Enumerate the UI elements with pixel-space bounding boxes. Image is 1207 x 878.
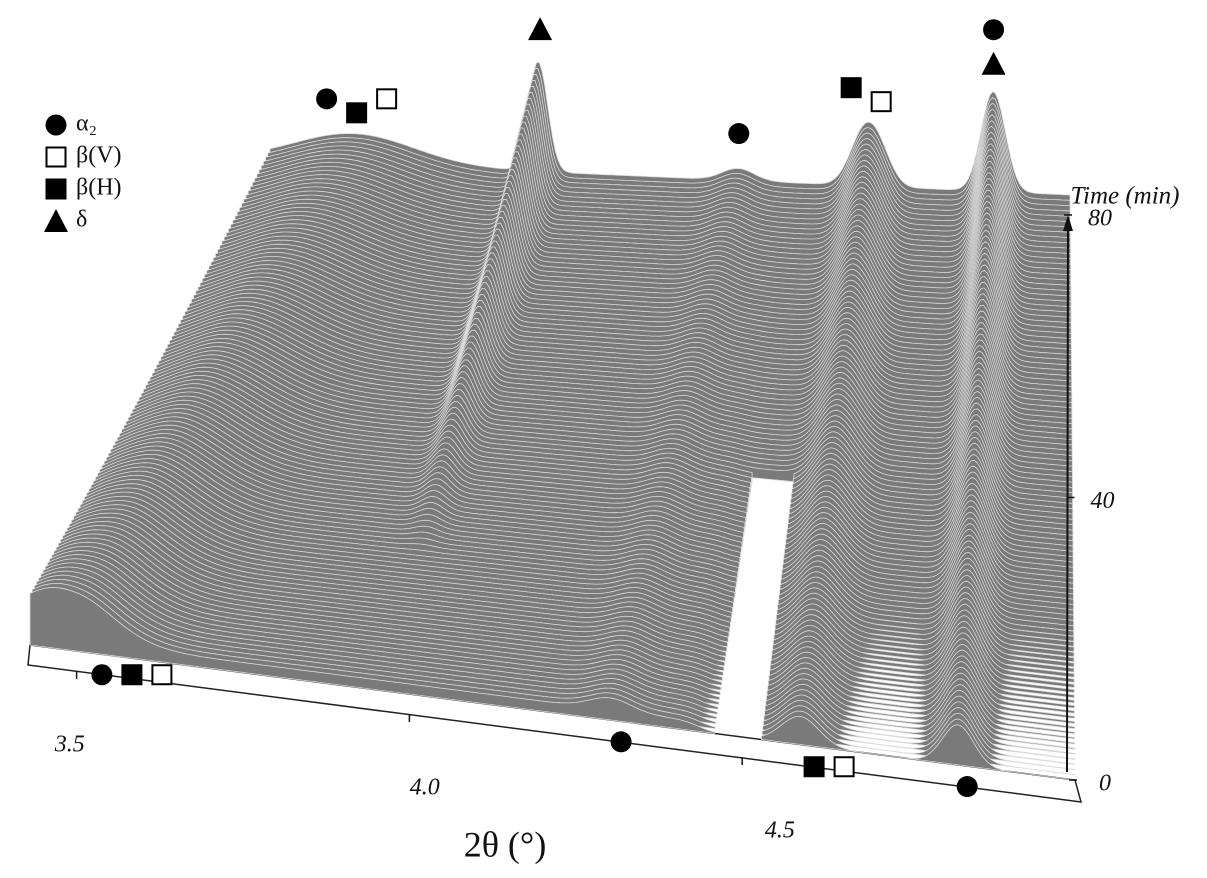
marker-open-square bbox=[833, 756, 855, 778]
time-axis-arrow bbox=[1063, 215, 1073, 231]
marker-open-square bbox=[45, 146, 67, 168]
marker-open-square bbox=[376, 88, 398, 110]
surface-trace bbox=[781, 534, 1074, 611]
surface-trace bbox=[29, 587, 715, 734]
surface-trace bbox=[787, 483, 1074, 565]
marker-open-square bbox=[151, 664, 173, 686]
surface bbox=[29, 61, 1076, 781]
legend-label: α₂ bbox=[76, 111, 97, 137]
surface-trace bbox=[784, 511, 1074, 591]
surface-trace bbox=[761, 716, 1076, 781]
legend-label: β(H) bbox=[76, 175, 122, 201]
marker-circle bbox=[91, 664, 113, 686]
surface-trace bbox=[784, 506, 1074, 586]
legend-label: δ bbox=[76, 207, 87, 233]
surface-trace bbox=[780, 546, 1075, 622]
surface-trace bbox=[780, 540, 1074, 617]
surface-trace bbox=[779, 557, 1075, 632]
surface-trace bbox=[119, 416, 745, 537]
marker-circle bbox=[983, 19, 1005, 41]
surface-trace bbox=[789, 465, 1074, 550]
marker-triangle bbox=[981, 51, 1006, 75]
surface-trace bbox=[785, 500, 1074, 581]
marker-filled-square bbox=[45, 178, 67, 200]
surface-trace bbox=[788, 471, 1074, 555]
marker-open-square bbox=[870, 91, 892, 113]
surface-trace bbox=[785, 494, 1074, 575]
legend-label: β(V) bbox=[76, 143, 122, 169]
marker-circle bbox=[956, 776, 978, 798]
x-tick-label: 3.5 bbox=[54, 732, 85, 758]
y-tick-label: 40 bbox=[1091, 488, 1115, 514]
x-tick-label: 4.5 bbox=[765, 818, 795, 844]
marker-triangle bbox=[44, 209, 68, 232]
surface-trace bbox=[121, 412, 746, 532]
surface-trace bbox=[789, 460, 1074, 545]
surface-trace bbox=[783, 517, 1074, 596]
surface-trace bbox=[777, 569, 1075, 642]
marker-triangle bbox=[528, 17, 553, 41]
marker-circle bbox=[316, 88, 338, 110]
marker-filled-square bbox=[121, 664, 143, 686]
surface-trace bbox=[777, 575, 1075, 647]
x-axis-label: 2θ (°) bbox=[464, 824, 547, 864]
surface-trace bbox=[787, 477, 1074, 560]
surface-trace bbox=[123, 408, 747, 527]
marker-circle bbox=[728, 123, 750, 145]
marker-circle bbox=[45, 114, 67, 136]
surface-trace bbox=[786, 488, 1074, 570]
surface-trace bbox=[782, 523, 1074, 601]
surface-trace bbox=[779, 552, 1075, 627]
surface-trace bbox=[778, 563, 1075, 637]
marker-circle bbox=[610, 731, 632, 753]
time-axis-label: Time (min) bbox=[1070, 183, 1179, 210]
marker-filled-square bbox=[346, 102, 368, 124]
surface-trace bbox=[782, 529, 1074, 606]
x-tick-label: 4.0 bbox=[410, 775, 440, 801]
y-tick-label: 0 bbox=[1099, 771, 1111, 797]
marker-filled-square bbox=[803, 756, 825, 778]
marker-filled-square bbox=[840, 77, 862, 99]
y-tick-label: 80 bbox=[1088, 206, 1112, 232]
